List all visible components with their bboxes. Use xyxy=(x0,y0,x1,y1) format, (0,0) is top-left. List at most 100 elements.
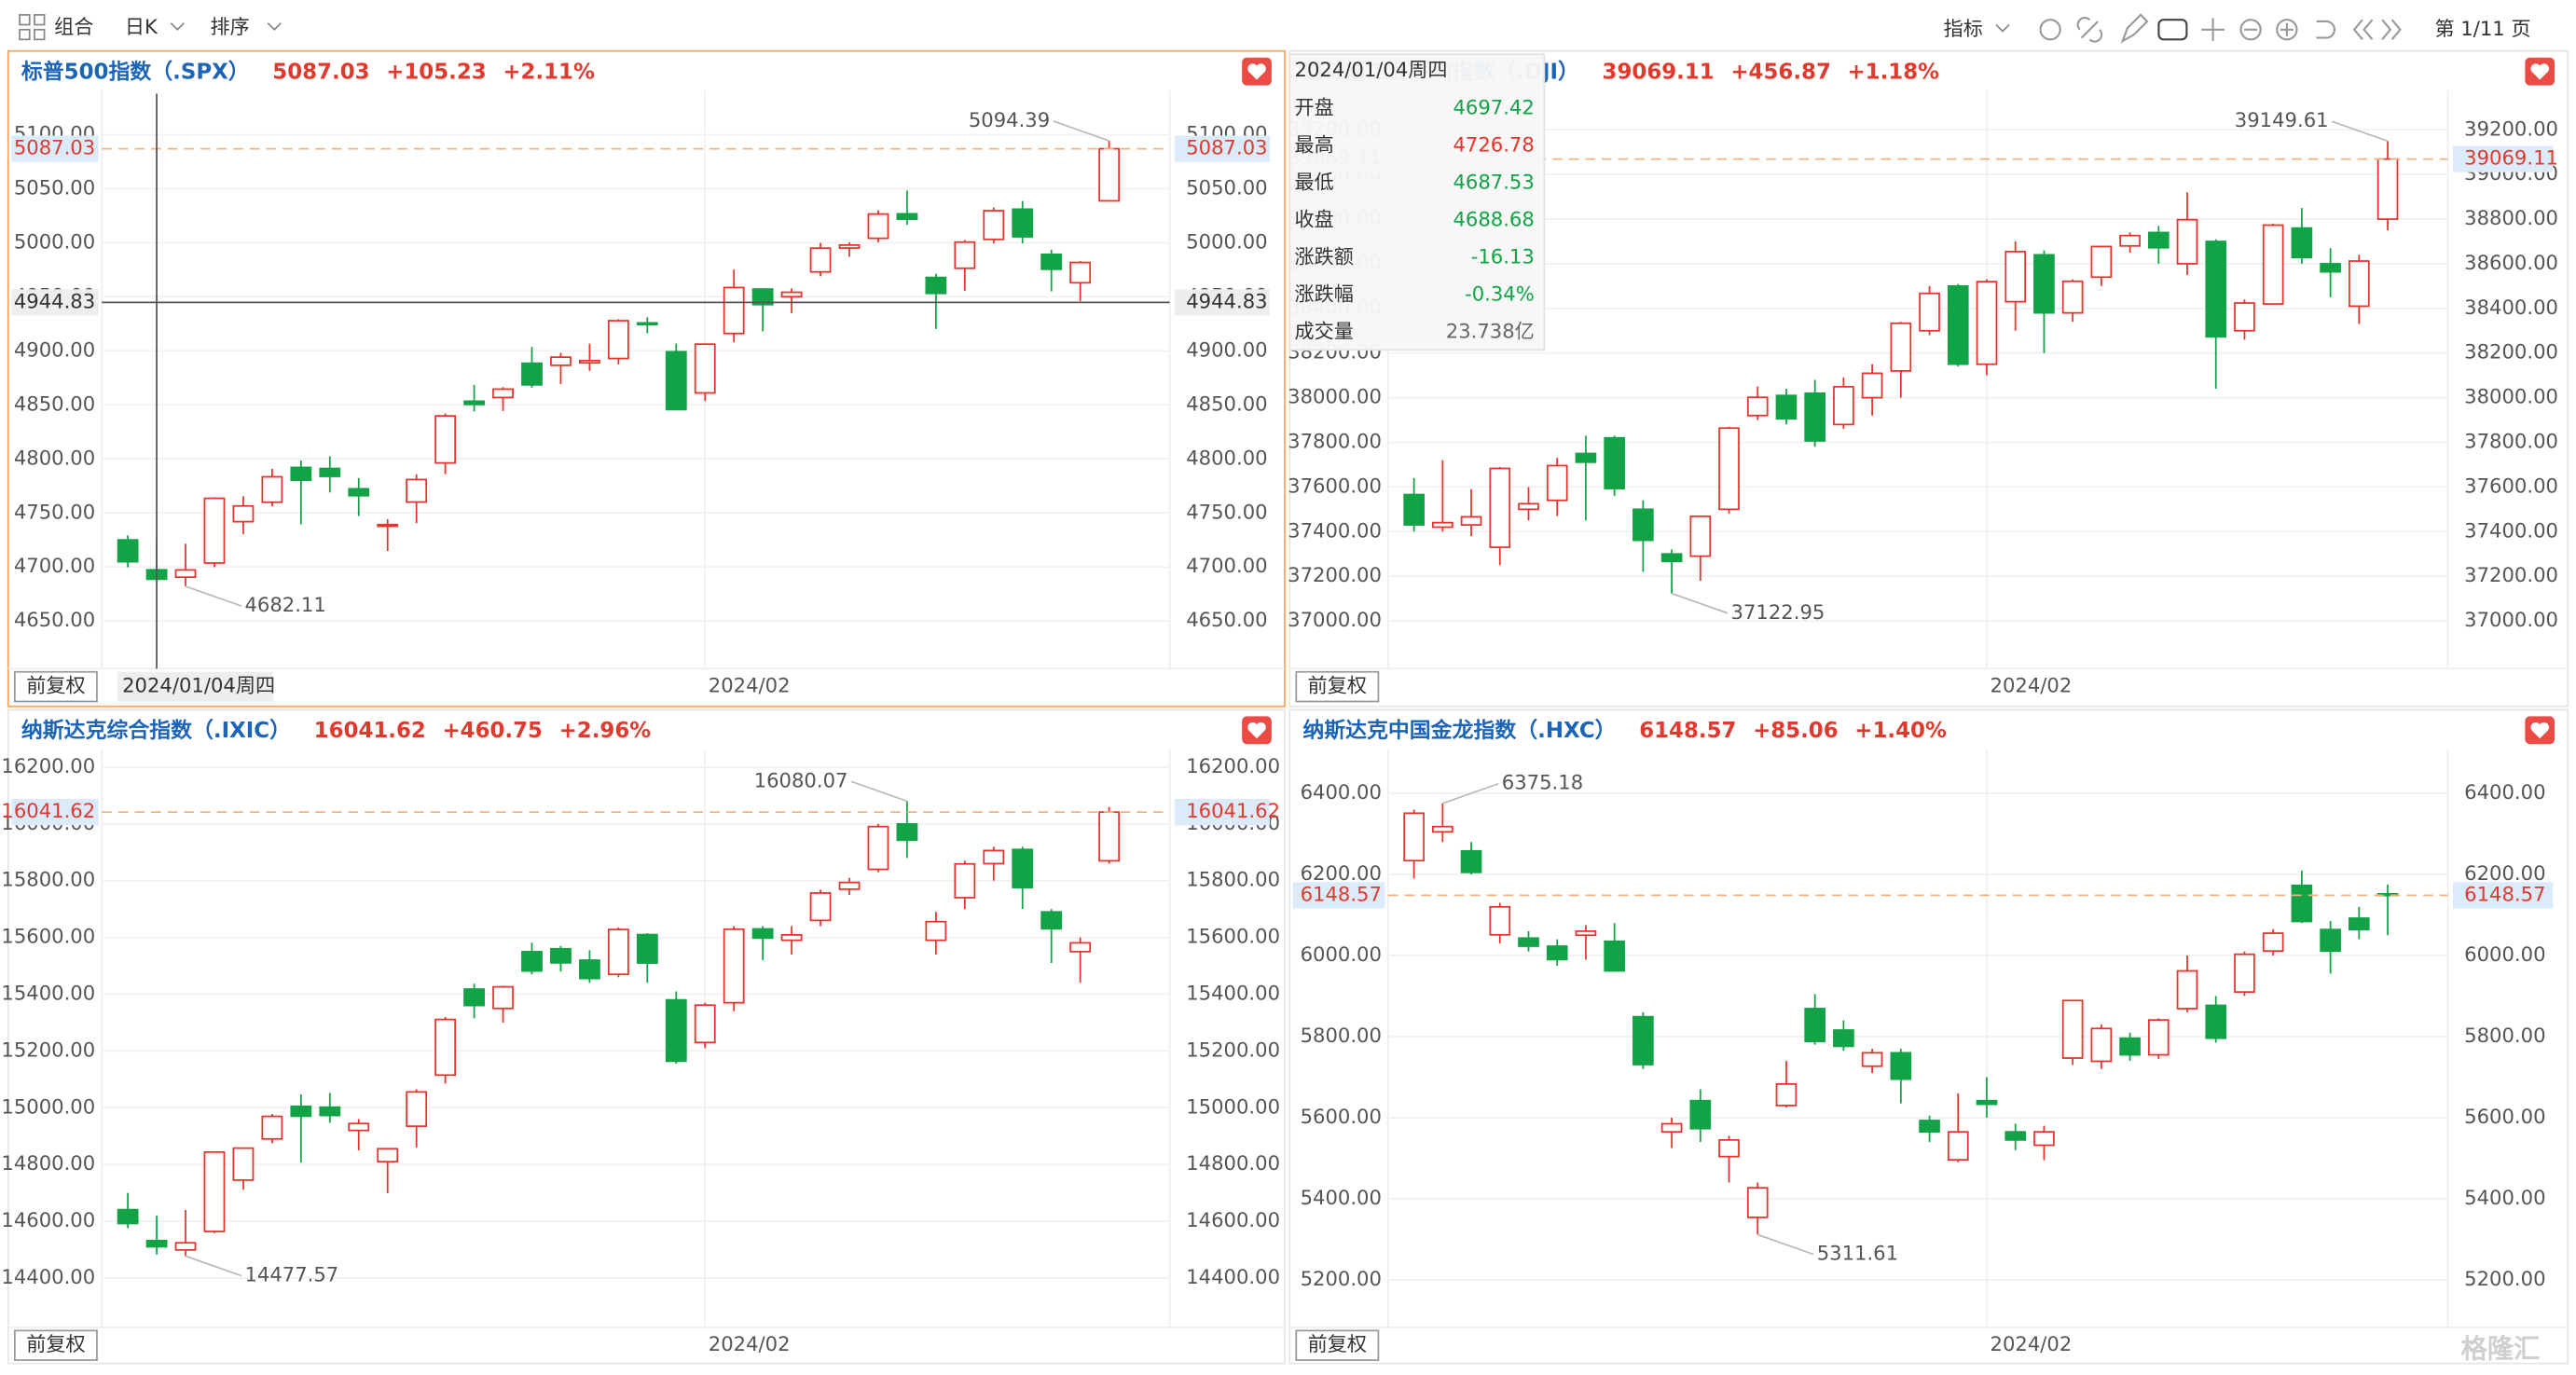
candle-body xyxy=(377,523,399,528)
candle-body xyxy=(2376,158,2399,220)
tooltip-row-label: 成交量 xyxy=(1295,319,1354,342)
tooltip-row-value: 4726.78 xyxy=(1453,132,1534,156)
panel xyxy=(7,49,1286,708)
candle-body xyxy=(1403,493,1425,526)
tooltip-row-value: 4688.68 xyxy=(1453,207,1534,230)
comment-icon[interactable] xyxy=(2157,19,2188,41)
tooltip xyxy=(1288,53,1546,351)
group-button[interactable]: 组合 xyxy=(19,14,93,41)
y-tick-label-right: 16200.00 xyxy=(1186,754,1280,777)
candle-body xyxy=(1947,285,1969,365)
link-icon[interactable] xyxy=(2076,16,2103,43)
y-tick-label-right: 37200.00 xyxy=(2464,563,2558,586)
candle-body xyxy=(1660,553,1683,563)
tooltip-date: 2024/01/04周四 xyxy=(1295,58,1448,81)
pen-icon[interactable] xyxy=(2120,13,2149,44)
annotation: 16080.07 xyxy=(754,768,848,791)
annotation-leader xyxy=(1756,1233,1814,1256)
annotation: 37122.95 xyxy=(1731,600,1825,624)
adjust-button[interactable] xyxy=(13,1329,98,1361)
chart-title: 标普500指数（.SPX） xyxy=(21,59,250,84)
y-tick-label: 5050.00 xyxy=(14,176,95,199)
candle-body xyxy=(1518,937,1539,947)
adjust-button[interactable] xyxy=(13,670,98,703)
candle-body xyxy=(2234,302,2255,332)
candle-body xyxy=(1604,940,1625,972)
y-tick-label: 6200.00 xyxy=(1301,861,1382,885)
annotation-leader xyxy=(2331,120,2389,143)
y-tick-label: 6000.00 xyxy=(1301,942,1382,966)
candle-body xyxy=(2033,254,2055,314)
candle-body xyxy=(1890,322,1912,372)
y-tick-label: 5400.00 xyxy=(1301,1186,1382,1209)
candle-body xyxy=(492,388,514,399)
candle-body xyxy=(1890,1052,1912,1080)
crosshair-box xyxy=(1174,289,1271,316)
annotation-leader xyxy=(1442,782,1499,804)
candle-body xyxy=(867,825,889,871)
candle-body xyxy=(1604,436,1625,489)
y-tick-label: 6400.00 xyxy=(1301,780,1382,804)
y-tick-label: 5200.00 xyxy=(1301,1267,1382,1290)
candle-body xyxy=(751,928,774,940)
adjust-label: 前复权 xyxy=(26,674,85,697)
prev-icon[interactable] xyxy=(2352,19,2374,41)
undo-icon[interactable] xyxy=(2316,20,2336,39)
tooltip-row-value: 4697.42 xyxy=(1453,95,1534,118)
candle-body xyxy=(838,881,861,890)
candle-body xyxy=(2262,932,2284,953)
tooltip-row-label: 开盘 xyxy=(1295,95,1334,118)
candle-body xyxy=(1804,1008,1826,1043)
sort-label: 排序 xyxy=(211,15,250,38)
candle-body xyxy=(1976,281,1998,365)
watermark: 格隆汇 xyxy=(2461,1334,2541,1365)
sort-button[interactable]: 排序 xyxy=(211,15,282,38)
candle-body xyxy=(1575,930,1597,937)
candle-body xyxy=(665,351,687,411)
zoom-out-icon[interactable] xyxy=(2239,19,2262,41)
candle-body xyxy=(1833,385,1854,426)
adjust-button[interactable] xyxy=(1295,670,1380,703)
y-tick-label-right: 4800.00 xyxy=(1186,446,1267,469)
y-tick-label-right: 15600.00 xyxy=(1186,925,1280,948)
candle-body xyxy=(2119,234,2141,247)
candle-body xyxy=(1632,1015,1654,1066)
y-tick-label: 5800.00 xyxy=(1301,1024,1382,1047)
y-tick-label-right: 38600.00 xyxy=(2464,251,2558,274)
y-tick-label: 5000.00 xyxy=(14,229,95,253)
candle-body xyxy=(406,1091,428,1127)
candle-body xyxy=(1976,1099,1998,1106)
indicator-button[interactable]: 指标 xyxy=(1944,17,2010,40)
y-tick-label-right: 5050.00 xyxy=(1186,176,1267,199)
candle-body xyxy=(1804,392,1826,442)
candle-body xyxy=(2119,1037,2141,1056)
y-tick-label: 4650.00 xyxy=(14,608,95,631)
candle-body xyxy=(203,497,226,564)
chart-title: 纳斯达克综合指数（.IXIC） xyxy=(21,718,291,743)
adjust-button[interactable] xyxy=(1295,1329,1380,1361)
price-label: 16041.62 xyxy=(1,799,95,822)
cross-icon[interactable] xyxy=(2201,18,2225,42)
settings-icon[interactable] xyxy=(2039,19,2061,41)
last-price: 6148.57 xyxy=(1639,719,1736,743)
candle-body xyxy=(406,478,428,503)
candle-body xyxy=(2004,1131,2027,1141)
crosshair-label: 4944.83 xyxy=(14,289,95,312)
candle-body xyxy=(434,415,457,464)
candle-body xyxy=(2061,999,2084,1059)
candle-body xyxy=(290,466,312,482)
crosshair-box xyxy=(11,289,99,316)
candle-body xyxy=(867,213,889,240)
candle-body xyxy=(694,1004,716,1044)
y-tick-label-right: 6200.00 xyxy=(2464,861,2545,885)
candle-body xyxy=(1460,849,1482,873)
y-tick-label: 16200.00 xyxy=(1,754,95,777)
panel xyxy=(7,708,1286,1365)
zoom-in-icon[interactable] xyxy=(2276,19,2298,41)
candle-body xyxy=(117,539,139,563)
next-icon[interactable] xyxy=(2381,19,2402,41)
period-button[interactable]: 日K xyxy=(125,15,185,38)
indicator-label: 指标 xyxy=(1944,17,1983,40)
tool-icons xyxy=(2039,13,2402,44)
y-tick-label-right: 4650.00 xyxy=(1186,608,1267,631)
